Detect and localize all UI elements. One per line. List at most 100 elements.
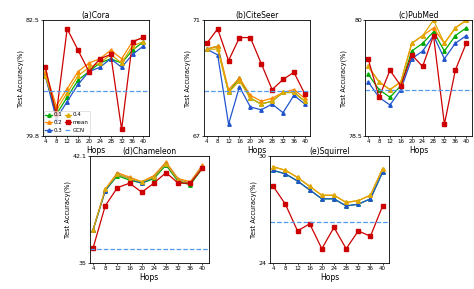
Y-axis label: Test Accuracy(%): Test Accuracy(%) bbox=[185, 49, 191, 107]
0.4 bbox=[75, 74, 81, 78]
0.1 bbox=[258, 102, 264, 106]
Y-axis label: Test Accuracy(%): Test Accuracy(%) bbox=[65, 181, 71, 238]
X-axis label: Hops: Hops bbox=[86, 146, 105, 155]
mean bbox=[64, 27, 70, 31]
0.1 bbox=[119, 61, 125, 65]
0.1 bbox=[130, 49, 136, 52]
0.3 bbox=[200, 165, 205, 168]
0.3 bbox=[420, 49, 426, 53]
0.1 bbox=[139, 181, 145, 185]
0.4 bbox=[331, 194, 337, 197]
0.2 bbox=[115, 171, 120, 174]
0.3 bbox=[119, 66, 125, 69]
0.1 bbox=[175, 180, 181, 184]
0.1 bbox=[97, 61, 103, 65]
0.1 bbox=[331, 197, 337, 201]
0.4 bbox=[188, 181, 193, 185]
mean bbox=[269, 88, 275, 91]
0.4 bbox=[442, 42, 447, 45]
0.3 bbox=[307, 188, 312, 192]
GCN bbox=[261, 220, 267, 224]
0.3 bbox=[90, 228, 96, 231]
Line: 0.4: 0.4 bbox=[366, 18, 468, 91]
mean bbox=[163, 171, 169, 174]
0.4 bbox=[380, 167, 385, 170]
0.1 bbox=[442, 49, 447, 53]
0.1 bbox=[420, 42, 426, 45]
Title: (a)Cora: (a)Cora bbox=[82, 11, 110, 20]
0.2 bbox=[409, 42, 415, 45]
0.4 bbox=[237, 79, 242, 83]
Y-axis label: Test Accuracy(%): Test Accuracy(%) bbox=[251, 181, 257, 238]
0.4 bbox=[64, 91, 70, 95]
mean bbox=[319, 247, 325, 251]
0.2 bbox=[291, 88, 297, 91]
0.4 bbox=[127, 177, 132, 180]
mean bbox=[368, 235, 374, 238]
0.3 bbox=[295, 179, 301, 183]
0.2 bbox=[380, 167, 385, 170]
Line: 0.2: 0.2 bbox=[272, 165, 384, 204]
mean bbox=[387, 68, 393, 72]
0.2 bbox=[420, 34, 426, 37]
0.3 bbox=[127, 177, 132, 180]
0.4 bbox=[269, 99, 275, 103]
mean bbox=[307, 222, 312, 225]
mean bbox=[409, 53, 415, 57]
0.4 bbox=[247, 97, 253, 100]
0.2 bbox=[215, 45, 220, 48]
0.2 bbox=[163, 160, 169, 164]
Line: mean: mean bbox=[272, 185, 384, 251]
0.1 bbox=[226, 91, 231, 94]
Line: 0.4: 0.4 bbox=[44, 40, 145, 112]
mean bbox=[141, 36, 146, 39]
0.4 bbox=[307, 185, 312, 188]
0.3 bbox=[151, 175, 157, 179]
0.4 bbox=[102, 188, 108, 191]
mean bbox=[115, 186, 120, 189]
0.3 bbox=[54, 117, 59, 121]
mean bbox=[380, 204, 385, 208]
0.2 bbox=[280, 91, 286, 94]
0.4 bbox=[54, 108, 59, 112]
0.1 bbox=[356, 202, 361, 206]
0.1 bbox=[280, 91, 286, 94]
X-axis label: Hops: Hops bbox=[140, 273, 159, 282]
0.4 bbox=[409, 42, 415, 45]
0.2 bbox=[258, 99, 264, 103]
Line: 0.3: 0.3 bbox=[44, 44, 145, 121]
0.1 bbox=[64, 96, 70, 99]
0.3 bbox=[302, 102, 308, 106]
0.4 bbox=[200, 165, 205, 168]
mean bbox=[376, 96, 382, 99]
0.4 bbox=[368, 194, 374, 197]
0.3 bbox=[398, 88, 404, 91]
0.2 bbox=[130, 40, 136, 43]
mean bbox=[331, 226, 337, 229]
0.3 bbox=[291, 94, 297, 97]
Legend: 0.1, 0.2, 0.3, 0.4, mean, GCN: 0.1, 0.2, 0.3, 0.4, mean, GCN bbox=[44, 111, 90, 135]
mean bbox=[280, 78, 286, 81]
0.3 bbox=[175, 178, 181, 182]
0.1 bbox=[247, 97, 253, 100]
mean bbox=[102, 204, 108, 208]
0.1 bbox=[387, 96, 393, 99]
Line: 0.2: 0.2 bbox=[91, 160, 204, 231]
0.2 bbox=[75, 70, 81, 73]
0.2 bbox=[200, 163, 205, 167]
mean bbox=[204, 42, 210, 45]
0.1 bbox=[237, 76, 242, 80]
0.1 bbox=[115, 174, 120, 177]
0.3 bbox=[319, 197, 325, 201]
GCN bbox=[35, 89, 40, 92]
Line: 0.1: 0.1 bbox=[44, 40, 145, 116]
GCN bbox=[355, 88, 360, 91]
GCN bbox=[32, 89, 37, 92]
mean bbox=[151, 181, 157, 185]
mean bbox=[291, 71, 297, 74]
mean bbox=[86, 70, 92, 73]
GCN bbox=[78, 248, 84, 251]
0.4 bbox=[319, 194, 325, 197]
Line: mean: mean bbox=[366, 34, 468, 126]
0.2 bbox=[204, 47, 210, 51]
